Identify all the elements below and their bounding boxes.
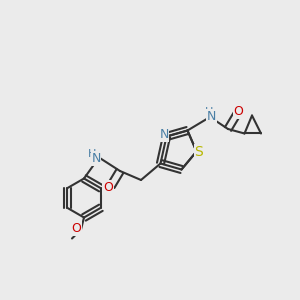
- Text: O: O: [234, 105, 243, 118]
- Text: H: H: [205, 106, 213, 117]
- Text: N: N: [91, 152, 101, 165]
- Text: O: O: [72, 222, 81, 235]
- Text: O: O: [103, 181, 113, 194]
- Text: N: N: [159, 128, 169, 142]
- Text: H: H: [88, 149, 97, 159]
- Text: N: N: [207, 110, 216, 123]
- Text: S: S: [194, 145, 203, 158]
